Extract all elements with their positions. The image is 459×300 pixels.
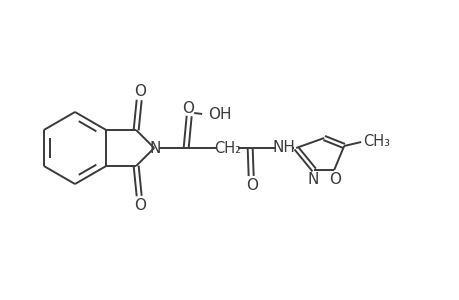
Text: O: O (246, 178, 257, 193)
Text: OH: OH (208, 106, 231, 122)
Text: O: O (134, 197, 146, 212)
Text: N: N (149, 140, 161, 155)
Text: CH₂: CH₂ (214, 140, 241, 155)
Text: N: N (307, 172, 318, 187)
Text: O: O (182, 100, 194, 116)
Text: CH₃: CH₃ (362, 134, 389, 148)
Text: O: O (134, 83, 146, 98)
Text: O: O (329, 172, 341, 187)
Text: NH: NH (272, 140, 295, 154)
